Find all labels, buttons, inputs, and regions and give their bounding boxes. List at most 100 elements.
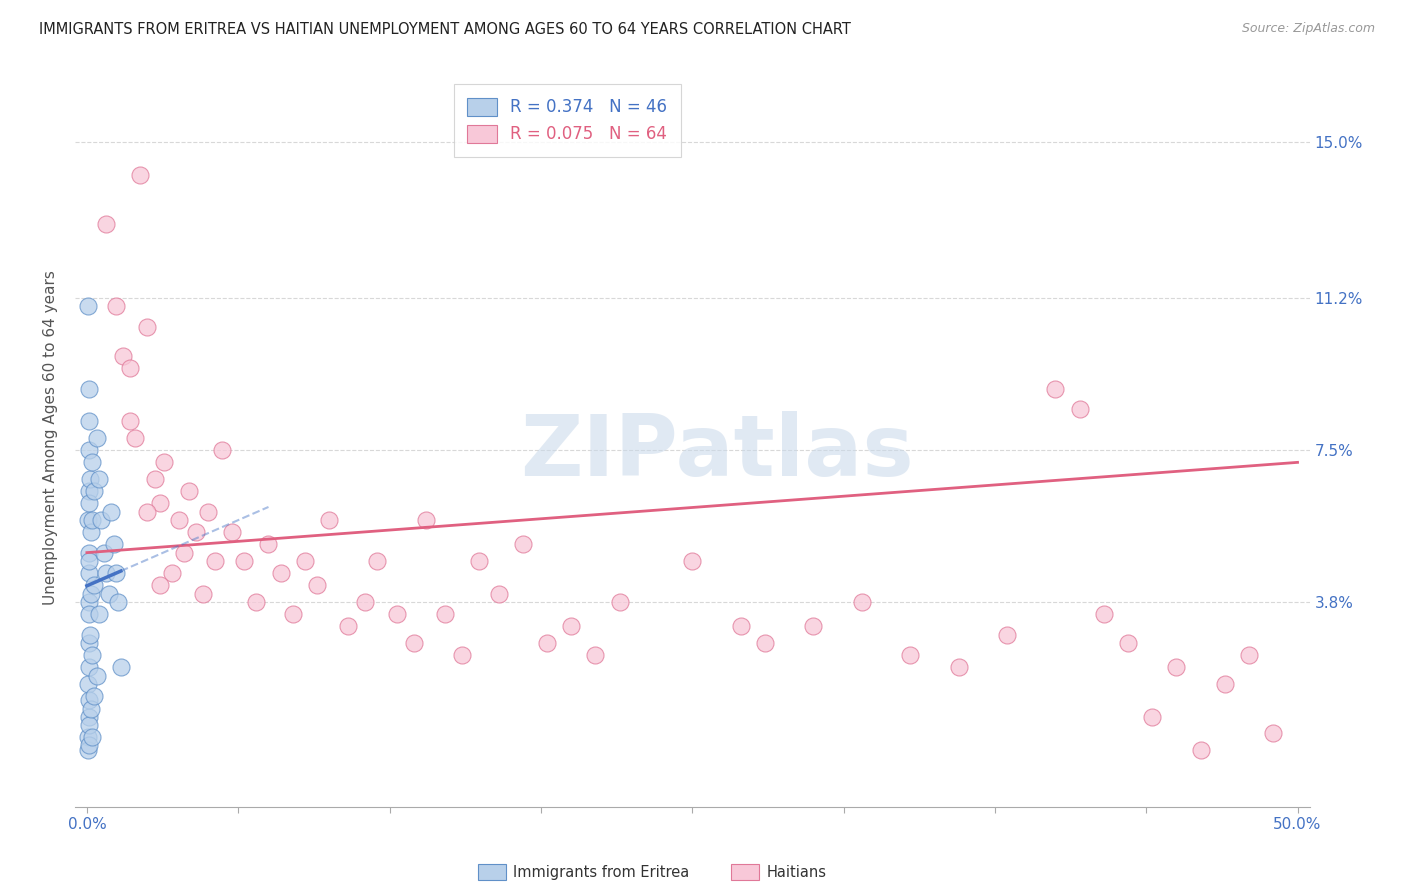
Point [129, 168, 152, 182]
Point [104, 300, 127, 314]
Point [76, 742, 98, 756]
Point [77, 636, 100, 650]
Point [211, 443, 233, 458]
Point [136, 505, 159, 519]
Point [148, 578, 170, 592]
Point [104, 566, 127, 581]
Point [281, 607, 304, 622]
Text: ZIPatlas: ZIPatlas [520, 411, 914, 494]
Point [184, 525, 207, 540]
Y-axis label: Unemployment Among Ages 60 to 64 years: Unemployment Among Ages 60 to 64 years [44, 270, 58, 605]
Point [270, 566, 292, 581]
Point [77, 414, 100, 428]
Point [79, 472, 101, 486]
Point [173, 546, 195, 560]
Point [86, 431, 108, 445]
Point [402, 636, 425, 650]
Point [257, 537, 280, 551]
Text: Immigrants from Eritrea: Immigrants from Eritrea [513, 865, 689, 880]
Point [79, 525, 101, 540]
Point [79, 693, 101, 707]
Point [80, 648, 103, 663]
Point [77, 513, 100, 527]
Point [124, 431, 146, 445]
Point [79, 382, 101, 396]
Point [79, 496, 101, 510]
Point [197, 505, 219, 519]
Point [97, 587, 120, 601]
Point [1142, 710, 1164, 724]
Point [191, 587, 214, 601]
Point [79, 701, 101, 715]
Point [609, 595, 631, 609]
Point [245, 595, 267, 609]
Point [560, 619, 582, 633]
Point [512, 537, 534, 551]
Point [80, 731, 103, 745]
Point [79, 660, 101, 674]
Point [451, 648, 474, 663]
Point [79, 587, 101, 601]
Point [1189, 742, 1212, 756]
Point [96, 566, 118, 581]
Point [415, 513, 437, 527]
Point [77, 546, 100, 560]
Point [77, 595, 100, 609]
Legend: R = 0.374   N = 46, R = 0.075   N = 64: R = 0.374 N = 46, R = 0.075 N = 64 [454, 84, 681, 157]
Text: Source: ZipAtlas.com: Source: ZipAtlas.com [1241, 22, 1375, 36]
Point [1069, 402, 1091, 417]
Point [80, 455, 103, 469]
Text: Haitians: Haitians [766, 865, 827, 880]
Point [536, 636, 558, 650]
Point [167, 513, 190, 527]
Point [221, 525, 243, 540]
Point [90, 513, 112, 527]
Point [110, 660, 132, 674]
Point [120, 361, 142, 376]
Point [77, 300, 100, 314]
Point [294, 554, 316, 568]
Text: IMMIGRANTS FROM ERITREA VS HAITIAN UNEMPLOYMENT AMONG AGES 60 TO 64 YEARS CORREL: IMMIGRANTS FROM ERITREA VS HAITIAN UNEMP… [39, 22, 851, 37]
Point [948, 660, 970, 674]
Point [204, 554, 226, 568]
Point [233, 554, 256, 568]
Point [96, 218, 118, 232]
Point [77, 566, 100, 581]
Point [730, 619, 752, 633]
Point [1263, 726, 1285, 740]
Point [83, 578, 105, 592]
Point [77, 677, 100, 691]
Point [107, 595, 129, 609]
Point [120, 414, 142, 428]
Point [754, 636, 776, 650]
Point [177, 484, 200, 499]
Point [112, 349, 135, 363]
Point [83, 484, 105, 499]
Point [77, 718, 100, 732]
Point [76, 731, 98, 745]
Point [1166, 660, 1188, 674]
Point [434, 607, 457, 622]
Point [488, 587, 510, 601]
Point [318, 513, 340, 527]
Point [148, 496, 170, 510]
Point [305, 578, 328, 592]
Point [354, 595, 377, 609]
Point [1092, 607, 1115, 622]
Point [93, 546, 115, 560]
Point [77, 484, 100, 499]
Point [851, 595, 873, 609]
Point [80, 513, 103, 527]
Point [79, 739, 101, 753]
Point [583, 648, 606, 663]
Point [87, 607, 110, 622]
Point [79, 443, 101, 458]
Point [337, 619, 360, 633]
Point [1045, 382, 1067, 396]
Point [86, 669, 108, 683]
Point [160, 566, 183, 581]
Point [79, 607, 101, 622]
Point [77, 710, 100, 724]
Point [87, 472, 110, 486]
Point [681, 554, 703, 568]
